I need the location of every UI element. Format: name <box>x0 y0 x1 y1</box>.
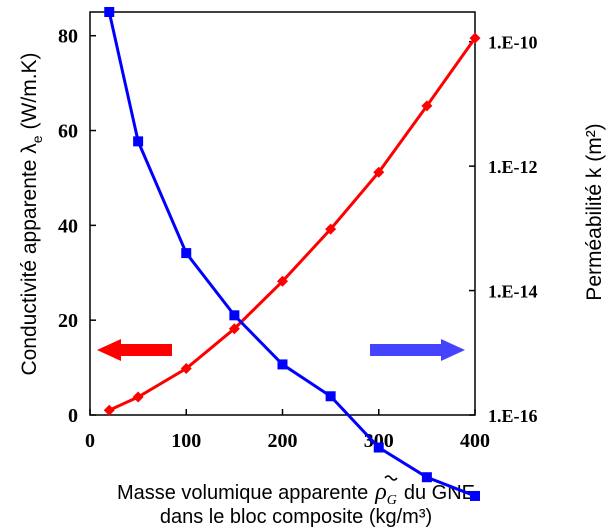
left-tick-label: 60 <box>58 121 78 143</box>
data-point-square <box>229 310 240 321</box>
left-axis-label-sub: e <box>29 135 45 143</box>
series-blue-line <box>107 11 476 498</box>
data-point-square <box>325 391 336 402</box>
left-arrow-shaft <box>119 344 172 356</box>
left-axis-label: Conductivité apparente λe (W/m.K) <box>18 52 45 375</box>
x-axis-label-symbol: ρ <box>374 479 387 505</box>
right-tick-label: 1.E-14 <box>488 282 538 302</box>
left-axis-ticks: 0 20 40 60 80 <box>58 26 96 427</box>
data-point-square <box>277 359 288 370</box>
left-axis-label-suffix: (W/m.K) <box>18 52 41 129</box>
data-point-diamond <box>421 100 433 112</box>
data-point-diamond <box>469 32 481 44</box>
right-arrow-shaft <box>370 344 443 356</box>
data-point-diamond <box>325 223 337 235</box>
left-axis-label-prefix: Conductivité apparente λ <box>18 143 41 376</box>
x-tick-label: 100 <box>171 430 201 452</box>
data-point-diamond <box>132 391 144 403</box>
data-point-square <box>470 490 480 501</box>
data-point-square <box>421 472 432 483</box>
data-point-square <box>133 136 144 147</box>
right-tick-label: 1.E-10 <box>488 33 538 53</box>
left-tick-label: 40 <box>58 215 78 237</box>
data-point-square <box>104 7 115 17</box>
x-axis-label-line2: dans le bloc composite (kg/m³) <box>160 506 432 528</box>
left-tick-label: 20 <box>58 310 78 332</box>
right-arrow-head <box>441 339 465 361</box>
data-point-diamond <box>228 323 240 335</box>
x-axis-label-line1: Masse volumique apparente ρG du GNE <box>117 479 475 508</box>
x-axis-label-tilde <box>384 475 398 481</box>
data-point-square <box>181 248 192 259</box>
left-tick-label: 80 <box>58 26 78 48</box>
left-arrow-annotation <box>97 339 172 361</box>
x-axis-label-prefix: Masse volumique apparente <box>117 482 368 504</box>
data-point-diamond <box>277 275 288 287</box>
x-tick-label: 400 <box>460 430 490 452</box>
data-point-square <box>373 442 384 453</box>
x-tick-label: 300 <box>364 430 394 452</box>
series-blue-markers <box>104 7 480 501</box>
x-tick-label: 200 <box>268 430 298 452</box>
right-tick-label: 1.E-12 <box>488 157 538 177</box>
right-tick-label: 1.E-16 <box>488 406 538 426</box>
x-tick-label: 0 <box>85 430 95 452</box>
series-red-markers <box>103 32 481 416</box>
left-tick-label: 0 <box>68 405 78 427</box>
x-axis-ticks: 0 100 200 300 400 <box>85 409 490 452</box>
data-point-diamond <box>180 363 192 375</box>
x-axis-label-symbol-sub: G <box>387 493 397 508</box>
right-arrow-annotation <box>370 339 465 361</box>
right-axis-ticks: 1.E-16 1.E-14 1.E-12 1.E-10 <box>469 33 538 426</box>
left-arrow-head <box>97 339 121 361</box>
data-point-diamond <box>373 166 385 178</box>
right-axis-label: Perméabilité k (m²) <box>583 123 606 300</box>
data-point-diamond <box>103 404 115 416</box>
